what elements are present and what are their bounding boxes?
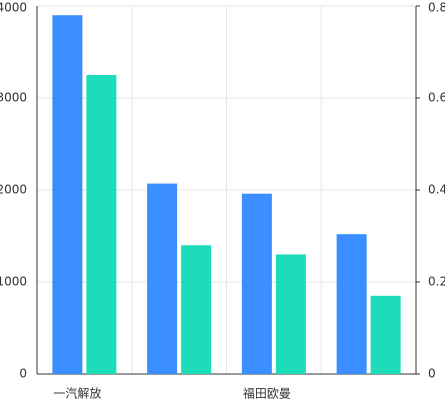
y-tick-label: 1000	[0, 275, 27, 289]
bar	[86, 75, 117, 374]
y2-tick-label: 0.2	[428, 275, 445, 289]
y-tick-label: 3000	[0, 91, 27, 105]
y2-tick-label: 0.4	[428, 183, 445, 197]
bar	[241, 193, 272, 374]
y-tick-label: 2000	[0, 183, 27, 197]
bar	[147, 183, 178, 374]
y2-tick-label: 0.8	[428, 1, 445, 15]
y2-tick-label: 0.6	[428, 91, 445, 105]
bar	[275, 254, 306, 374]
y-tick-label: 4000	[0, 1, 27, 15]
bar	[52, 15, 83, 374]
bar	[336, 234, 367, 374]
y2-tick-label: 0	[428, 367, 436, 381]
y-tick-label: 0	[19, 367, 27, 381]
x-tick-label: 福田欧曼	[243, 386, 291, 401]
x-tick-label: 一汽解放	[53, 386, 101, 401]
bar	[370, 295, 401, 374]
bar	[181, 245, 212, 374]
